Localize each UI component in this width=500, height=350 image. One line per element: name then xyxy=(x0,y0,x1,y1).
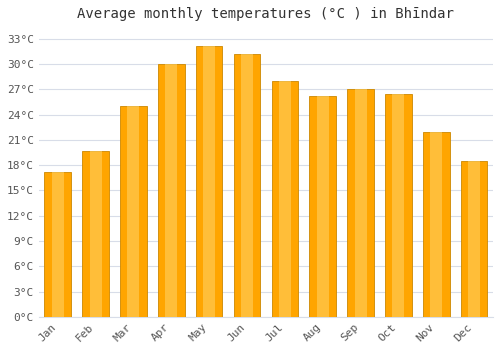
Bar xyxy=(430,132,442,317)
Bar xyxy=(120,106,146,317)
Bar xyxy=(316,96,328,317)
Bar xyxy=(90,151,102,317)
Bar xyxy=(461,161,487,317)
Bar xyxy=(44,172,71,317)
Bar xyxy=(166,64,177,317)
Bar xyxy=(385,94,411,317)
Bar xyxy=(203,46,215,317)
Bar xyxy=(52,172,64,317)
Bar xyxy=(423,132,450,317)
Bar xyxy=(196,46,222,317)
Bar xyxy=(354,90,366,317)
Bar xyxy=(272,81,298,317)
Bar xyxy=(348,90,374,317)
Bar xyxy=(241,54,253,317)
Bar xyxy=(468,161,480,317)
Bar xyxy=(392,94,404,317)
Bar xyxy=(279,81,291,317)
Bar xyxy=(310,96,336,317)
Bar xyxy=(234,54,260,317)
Bar xyxy=(82,151,109,317)
Bar xyxy=(158,64,184,317)
Bar xyxy=(128,106,140,317)
Title: Average monthly temperatures (°C ) in Bhīndar: Average monthly temperatures (°C ) in Bh… xyxy=(78,7,454,21)
